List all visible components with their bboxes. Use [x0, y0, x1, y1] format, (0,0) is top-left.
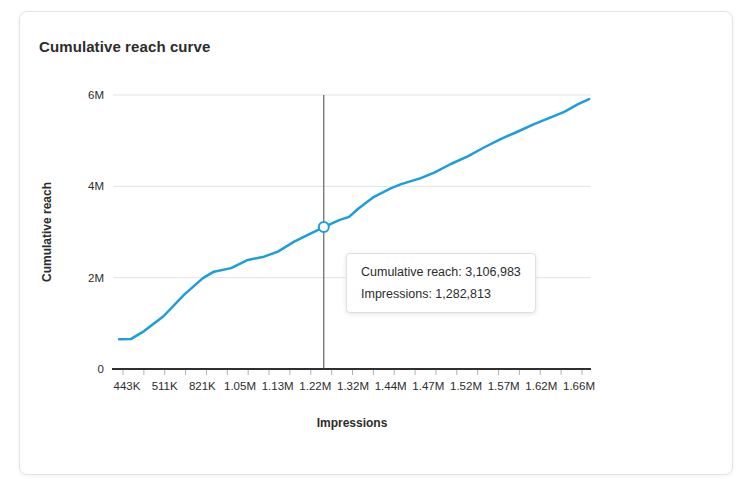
- tooltip-cumulative-reach: Cumulative reach: 3,106,983: [361, 261, 521, 283]
- x-tick-label: 821K: [189, 380, 216, 392]
- reach-curve-card: Cumulative reach curve 02M4M6M443K511K82…: [19, 11, 733, 475]
- x-tick-label: 511K: [152, 380, 178, 392]
- chart-svg[interactable]: 0 2M 4M 6M 443K 511K 821K 1.05M 1.13M 1.22M 1.32M 1…: [20, 12, 732, 474]
- x-tick-label: 1.57M: [488, 380, 520, 392]
- x-axis-title: Impressions: [113, 416, 591, 430]
- x-tick-label: 1.13M: [262, 380, 294, 392]
- x-tick-label: 1.52M: [450, 380, 482, 392]
- x-tick-label: 1.47M: [412, 380, 444, 392]
- y-tick-label: 0: [98, 363, 104, 375]
- x-tick-label: 443K: [114, 380, 141, 392]
- page: Cumulative reach curve 02M4M6M443K511K82…: [0, 0, 750, 484]
- x-tick-label: 1.05M: [224, 380, 256, 392]
- highlight-marker: [319, 222, 329, 232]
- x-tick-label: 1.62M: [525, 380, 557, 392]
- y-tick-label: 6M: [88, 89, 104, 101]
- y-axis-title: Cumulative reach: [40, 182, 54, 282]
- x-tick-label: 1.44M: [375, 380, 407, 392]
- x-tick-label: 1.32M: [337, 380, 369, 392]
- chart-tooltip: Cumulative reach: 3,106,983 Impressions:…: [346, 253, 536, 313]
- y-tick-label: 2M: [88, 272, 104, 284]
- x-tick-label: 1.66M: [563, 380, 595, 392]
- tooltip-impressions: Impressions: 1,282,813: [361, 283, 521, 305]
- x-tick-label: 1.22M: [299, 380, 331, 392]
- y-tick-label: 4M: [88, 180, 104, 192]
